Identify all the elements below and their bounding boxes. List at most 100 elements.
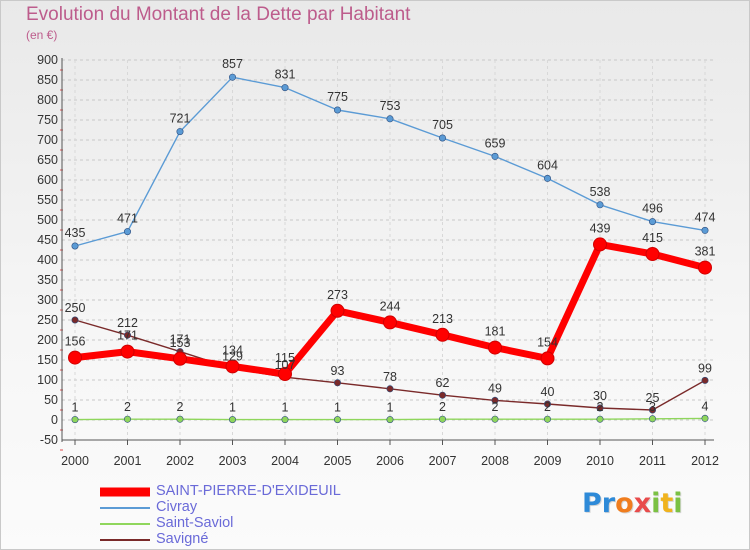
data-point xyxy=(124,228,132,236)
data-label: 244 xyxy=(380,299,401,313)
y-tick-label: 0 xyxy=(51,413,58,427)
y-tick-label: 200 xyxy=(37,333,58,347)
data-label: 212 xyxy=(117,316,138,330)
data-point xyxy=(488,340,502,355)
legend-label: Savigné xyxy=(156,531,209,547)
data-label: 4 xyxy=(702,399,709,413)
data-label: 134 xyxy=(222,343,243,357)
legend-swatch xyxy=(100,487,150,497)
x-tick-label: 2003 xyxy=(219,454,247,468)
data-point xyxy=(330,303,345,318)
data-point xyxy=(176,128,184,136)
data-point xyxy=(435,327,450,342)
legend-label: Civray xyxy=(156,499,198,515)
legend-swatch xyxy=(100,507,150,509)
data-label: 181 xyxy=(485,325,506,339)
data-label: 171 xyxy=(170,333,191,347)
data-label: 2 xyxy=(492,400,499,414)
x-tick-label: 2005 xyxy=(324,454,352,468)
data-point xyxy=(68,350,82,365)
data-point xyxy=(71,316,79,324)
y-tick-label: 500 xyxy=(37,213,58,227)
data-label: 604 xyxy=(537,158,558,172)
data-point xyxy=(543,400,551,408)
data-label: 62 xyxy=(436,376,450,390)
data-label: 2 xyxy=(597,400,604,414)
data-point xyxy=(124,331,132,339)
data-label: 2 xyxy=(439,400,446,414)
data-point xyxy=(281,84,289,92)
data-point xyxy=(701,376,709,384)
data-label: 93 xyxy=(331,364,345,378)
data-label: 474 xyxy=(695,210,716,224)
y-tick-label: 150 xyxy=(37,353,58,367)
data-label: 154 xyxy=(537,335,558,349)
data-point xyxy=(491,396,499,404)
data-point xyxy=(225,359,240,374)
data-point xyxy=(701,226,709,234)
legend-swatch xyxy=(100,523,150,525)
data-label: 25 xyxy=(646,391,660,405)
data-point xyxy=(596,404,604,412)
data-label: 250 xyxy=(65,301,86,315)
data-point xyxy=(438,134,446,142)
data-label: 153 xyxy=(170,336,191,350)
data-point xyxy=(383,315,397,330)
data-label: 49 xyxy=(488,381,502,395)
data-point xyxy=(438,415,446,423)
data-label: 3 xyxy=(649,400,656,414)
data-point xyxy=(596,201,604,209)
data-label: 1 xyxy=(387,401,394,415)
x-tick-label: 2011 xyxy=(639,454,666,468)
data-label: 78 xyxy=(383,370,397,384)
data-label: 40 xyxy=(541,385,555,399)
data-label: 439 xyxy=(590,221,611,235)
data-label: 115 xyxy=(275,351,295,365)
data-point xyxy=(648,406,656,414)
x-tick-label: 2009 xyxy=(534,454,562,468)
data-label: 2 xyxy=(177,400,184,414)
data-label: 129 xyxy=(222,349,243,363)
data-label: 415 xyxy=(642,231,663,245)
data-label: 705 xyxy=(432,118,453,132)
data-label: 107 xyxy=(275,358,296,372)
data-point xyxy=(701,414,709,422)
x-tick-label: 2004 xyxy=(271,454,299,468)
legend-swatch xyxy=(100,539,150,541)
data-label: 381 xyxy=(695,245,716,259)
data-point xyxy=(386,416,394,424)
y-tick-label: 850 xyxy=(37,73,58,87)
data-label: 435 xyxy=(65,226,86,240)
data-label: 659 xyxy=(485,136,506,150)
data-label: 721 xyxy=(170,112,191,126)
chart-unit-label: (en €) xyxy=(26,28,58,42)
y-tick-label: 900 xyxy=(37,53,58,67)
data-point xyxy=(648,218,656,226)
data-point xyxy=(698,260,712,275)
legend-label: Saint-Saviol xyxy=(156,515,234,531)
y-tick-label: 350 xyxy=(37,273,58,287)
data-label: 99 xyxy=(698,361,712,375)
data-label: 775 xyxy=(327,90,348,104)
data-point xyxy=(648,415,656,423)
data-point xyxy=(333,106,341,114)
y-tick-label: 700 xyxy=(37,133,58,147)
y-tick-label: 650 xyxy=(37,153,58,167)
data-label: 156 xyxy=(65,335,86,349)
y-tick-label: 400 xyxy=(37,253,58,267)
data-point xyxy=(491,415,499,423)
x-tick-label: 2001 xyxy=(114,454,142,468)
data-label: 171 xyxy=(117,329,138,343)
data-label: 831 xyxy=(275,68,296,82)
data-point xyxy=(386,385,394,393)
data-label: 753 xyxy=(380,99,401,113)
proxiti-logo: Proxiti xyxy=(582,488,683,519)
data-label: 1 xyxy=(229,401,236,415)
data-label: 496 xyxy=(642,202,663,216)
data-label: 2 xyxy=(124,400,131,414)
data-label: 30 xyxy=(593,389,607,403)
data-label: 2 xyxy=(544,400,551,414)
data-point xyxy=(120,344,135,359)
data-label: 213 xyxy=(432,312,453,326)
data-label: 538 xyxy=(590,185,611,199)
